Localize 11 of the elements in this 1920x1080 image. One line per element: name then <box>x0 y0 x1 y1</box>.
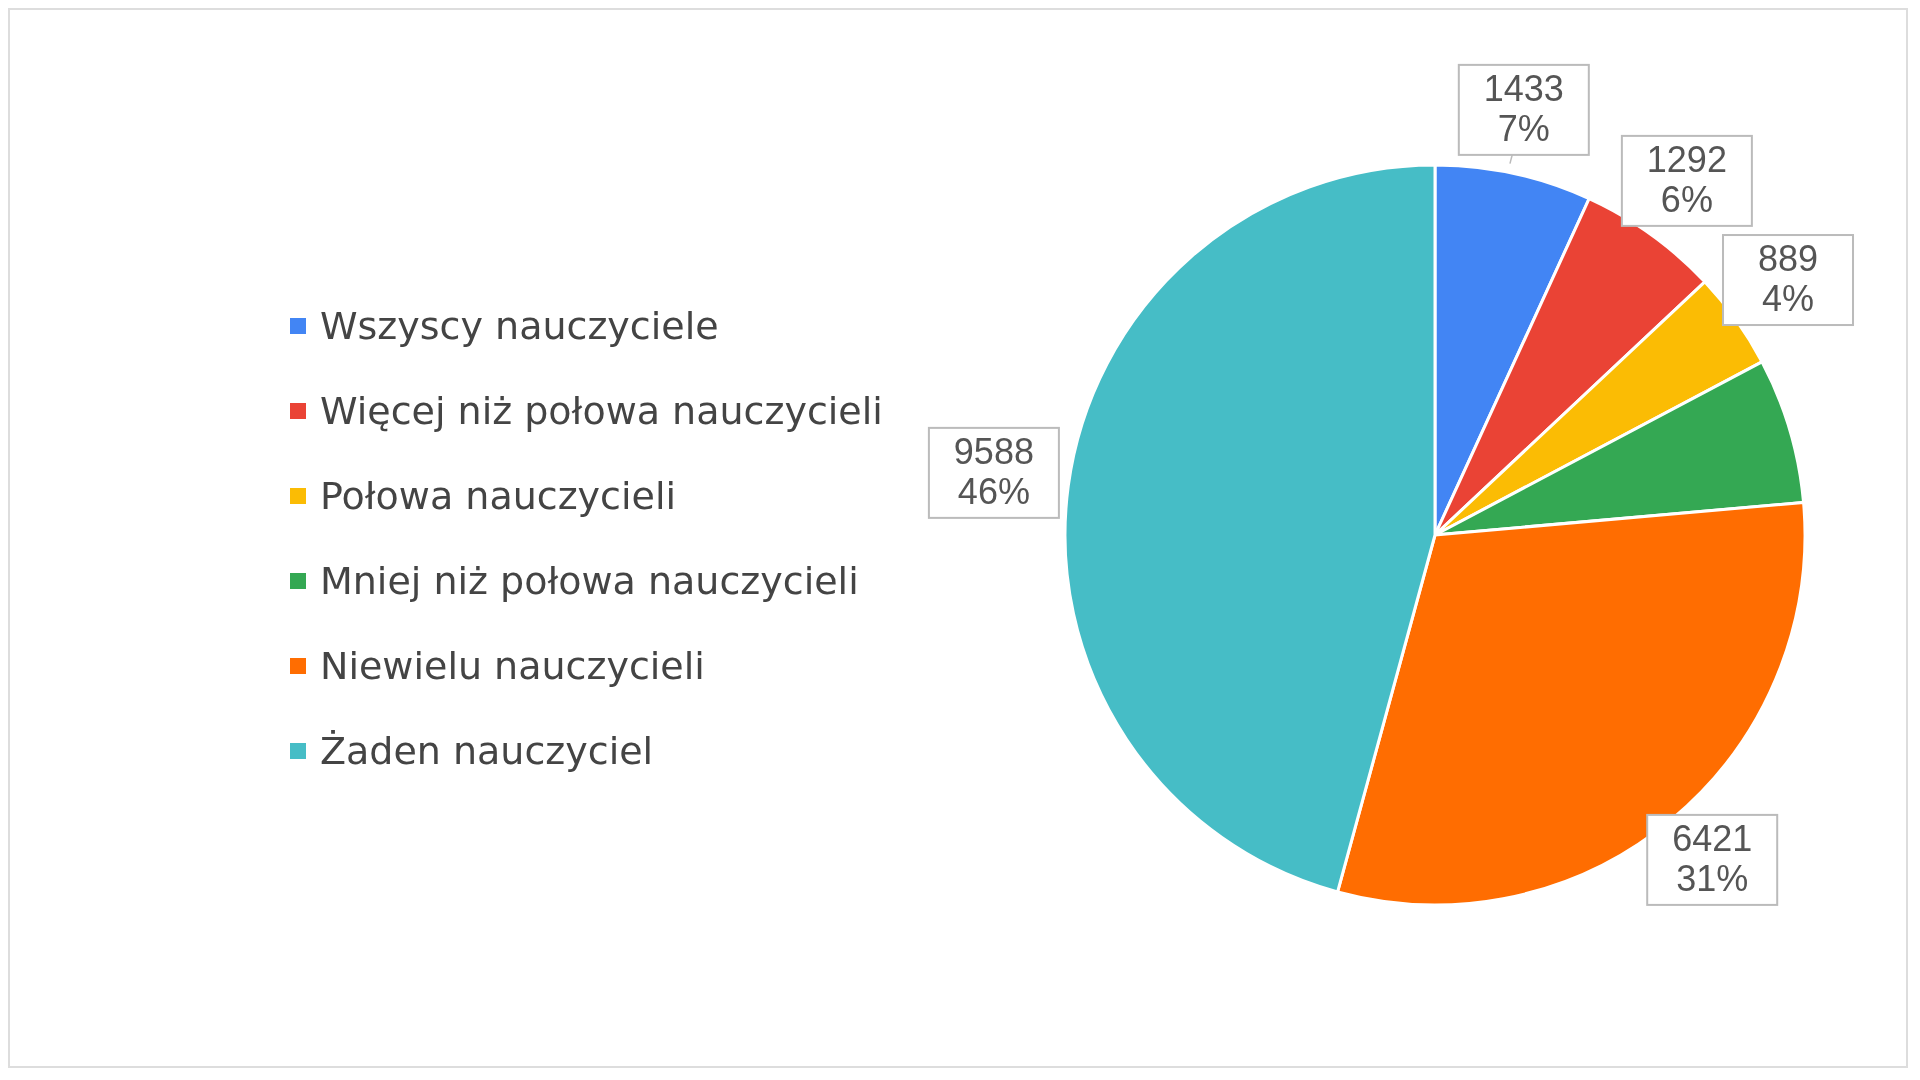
legend-label: Żaden nauczyciel <box>320 728 654 773</box>
legend-label: Mniej niż połowa nauczycieli <box>320 558 859 603</box>
data-label: 1433 7% <box>1483 67 1564 149</box>
legend-label: Więcej niż połowa nauczycieli <box>320 388 883 433</box>
legend-label: Połowa nauczycieli <box>320 473 677 518</box>
data-label: 6421 31% <box>1672 817 1753 899</box>
legend-label: Wszyscy nauczyciele <box>320 303 719 348</box>
data-label: 1292 6% <box>1646 138 1727 220</box>
data-label: 9588 46% <box>953 430 1034 512</box>
legend-label: Niewielu nauczycieli <box>320 643 705 688</box>
data-label: 889 4% <box>1757 238 1819 320</box>
